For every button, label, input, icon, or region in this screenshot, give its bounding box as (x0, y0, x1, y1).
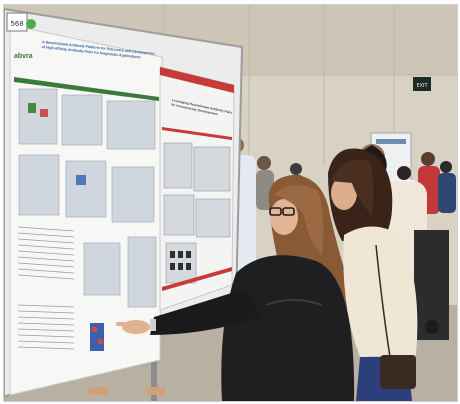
right-poster-footer-bar (162, 267, 232, 291)
right-poster-dark-figures (170, 251, 191, 270)
feet-under-board (88, 387, 166, 395)
left-poster-section-bar (14, 77, 159, 101)
woman-beige-cardigan (328, 148, 418, 401)
board-stand (151, 335, 157, 401)
right-poster-header-bar (160, 67, 234, 93)
conference-photo: EXIT 568 abvra A Recombinan (4, 5, 457, 401)
left-poster-colored-figures (28, 103, 104, 351)
exit-sign-label: EXIT (416, 83, 428, 89)
exit-sign (413, 77, 431, 91)
photo-frame: EXIT 568 abvra A Recombinan (3, 4, 458, 402)
left-poster-text-lines (17, 226, 75, 350)
left-poster-figures (18, 88, 157, 308)
left-poster-logo: abvra (14, 53, 33, 60)
board-number: 568 (10, 20, 23, 28)
distant-poster-header (376, 139, 406, 144)
right-poster-section-bar (162, 127, 232, 140)
green-sticker (26, 19, 36, 29)
woman-pointing (116, 175, 358, 401)
